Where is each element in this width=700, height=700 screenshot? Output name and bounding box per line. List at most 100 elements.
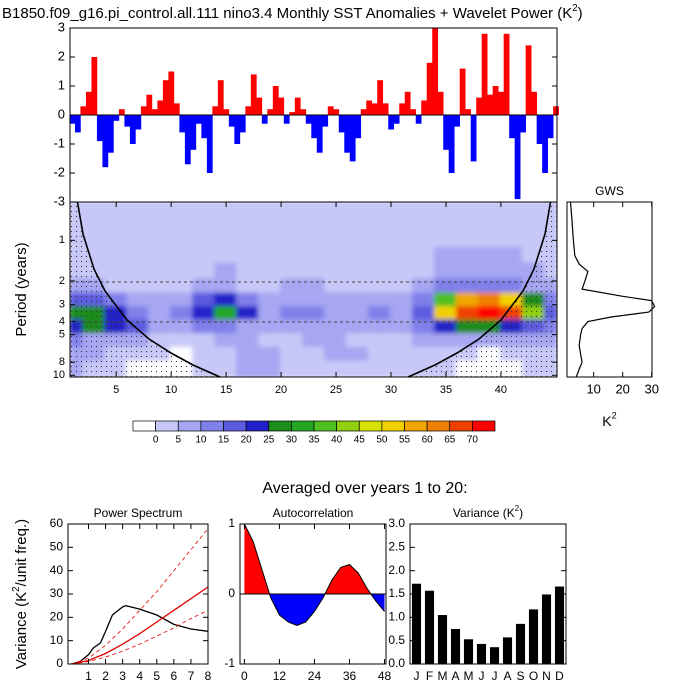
power-cell xyxy=(170,217,195,235)
anomaly-bar xyxy=(498,91,504,115)
x-tick-label: A xyxy=(503,669,511,683)
power-cell xyxy=(477,202,502,220)
power-cell xyxy=(236,232,261,250)
colorbar-label: 60 xyxy=(422,435,434,446)
colorbar-box xyxy=(449,420,473,432)
anomaly-bar xyxy=(107,115,114,153)
power-cell xyxy=(192,346,217,363)
y-tick-label: 0 xyxy=(228,586,235,600)
power-cell xyxy=(368,217,393,235)
anomaly-bar xyxy=(140,106,147,115)
power-cell xyxy=(411,262,436,280)
anomaly-bar xyxy=(272,86,279,115)
power-cell xyxy=(280,306,305,322)
power-cell xyxy=(433,232,458,250)
y-axis-label-part: 2 xyxy=(11,586,22,591)
y-tick-label: 2 xyxy=(58,48,65,63)
power-cell xyxy=(411,292,436,309)
power-cell xyxy=(148,217,173,235)
anomaly-bar xyxy=(261,115,268,124)
colorbar-box xyxy=(426,420,451,432)
power-cell xyxy=(390,202,414,220)
x-tick-label: N xyxy=(542,669,551,683)
y-tick-label: 10 xyxy=(50,633,64,647)
panel-title: Power Spectrum xyxy=(94,506,183,520)
power-cell xyxy=(346,262,371,280)
power-cell xyxy=(82,202,107,220)
power-cell xyxy=(346,202,371,220)
colorbar-box xyxy=(132,420,156,432)
power-cell xyxy=(126,262,151,280)
power-cell xyxy=(346,247,371,265)
power-cell xyxy=(148,232,173,250)
anomaly-bar xyxy=(487,94,493,115)
x-tick-label: 5 xyxy=(153,669,160,683)
plot-frame xyxy=(67,523,209,665)
panel-title: GWS xyxy=(595,184,624,198)
y-tick-label: 1 xyxy=(228,516,235,530)
power-cell xyxy=(455,306,480,322)
power-cell xyxy=(390,360,414,377)
bar xyxy=(515,623,526,664)
cone-of-influence xyxy=(76,201,221,378)
anomaly-bar xyxy=(256,97,263,115)
power-cell xyxy=(368,346,393,363)
anomaly-bar xyxy=(349,115,356,162)
colorbar-label: 70 xyxy=(467,435,479,446)
power-cell xyxy=(126,306,151,322)
anomaly-bar xyxy=(118,109,125,115)
anomaly-bar xyxy=(492,86,499,115)
gws-line xyxy=(569,201,656,378)
bar xyxy=(489,647,500,664)
anomaly-bar xyxy=(151,109,158,115)
power-cell xyxy=(236,262,261,280)
y-tick-label: 0.5 xyxy=(388,633,405,647)
anomaly-bar xyxy=(190,115,197,150)
power-cell xyxy=(324,262,349,280)
autocorrelation-line xyxy=(243,523,385,627)
x-tick-label: F xyxy=(426,669,433,683)
power-cell xyxy=(477,306,502,322)
power-cell xyxy=(258,232,283,250)
anomaly-bar xyxy=(80,106,87,115)
power-cell xyxy=(192,232,217,250)
power-cell xyxy=(258,277,283,295)
power-cell xyxy=(390,319,414,336)
panel-title-part: Variance (K xyxy=(453,506,515,520)
colorbar-label: 50 xyxy=(376,435,388,446)
power-cell xyxy=(346,277,371,295)
spectrum-line xyxy=(71,609,208,664)
power-cell xyxy=(214,202,239,220)
power-cell xyxy=(104,202,129,220)
power-cell xyxy=(192,319,217,336)
power-cell xyxy=(324,346,349,363)
power-cell xyxy=(324,306,349,322)
power-cell xyxy=(236,333,261,349)
power-cell xyxy=(411,346,436,363)
power-cell xyxy=(148,306,173,322)
power-cell xyxy=(521,232,546,250)
x-tick-label: 30 xyxy=(644,381,658,396)
chart-title-part: B1850.f09_g16.pi_control.all.111 nino3.4… xyxy=(2,5,572,22)
power-cell xyxy=(521,217,546,235)
y-tick-label: 1.5 xyxy=(388,586,405,600)
power-cell xyxy=(477,217,502,235)
power-cell xyxy=(236,360,261,377)
power-cell xyxy=(236,277,261,295)
colorbar-box xyxy=(336,420,360,432)
y-tick-label: 30 xyxy=(50,586,64,600)
power-cell xyxy=(192,262,217,280)
power-cell xyxy=(346,346,371,363)
anomaly-bar xyxy=(553,106,559,115)
y-tick-label: 2.5 xyxy=(388,540,405,554)
anomaly-bar xyxy=(228,115,235,127)
x-tick-label: 2 xyxy=(102,669,109,683)
colorbar-label: 25 xyxy=(263,435,275,446)
power-cell xyxy=(455,292,480,309)
anomaly-bar xyxy=(542,115,548,173)
power-cell xyxy=(148,202,173,220)
x-tick-label: 10 xyxy=(586,381,600,396)
anomaly-bar xyxy=(195,115,202,124)
x-axis-label-part: K xyxy=(602,413,612,429)
anomaly-bar xyxy=(74,115,81,133)
